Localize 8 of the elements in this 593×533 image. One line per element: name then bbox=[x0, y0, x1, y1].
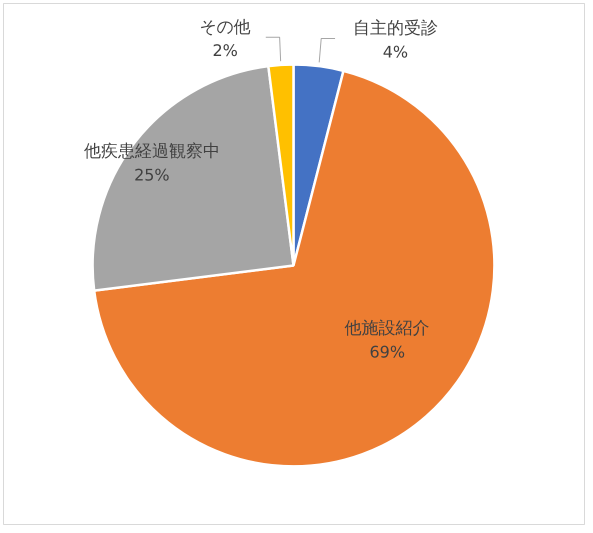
data-label: 25% bbox=[134, 166, 170, 185]
slice-label: 自主的受診 bbox=[352, 18, 438, 39]
data-label: 69% bbox=[369, 342, 406, 362]
data-label: 2% bbox=[212, 41, 238, 60]
slice-label: 他施設紹介 bbox=[344, 318, 430, 338]
data-label: 4% bbox=[382, 42, 408, 62]
slice-label: 他疾患経過観察中 bbox=[84, 142, 220, 162]
slice-label: その他 bbox=[200, 17, 251, 38]
